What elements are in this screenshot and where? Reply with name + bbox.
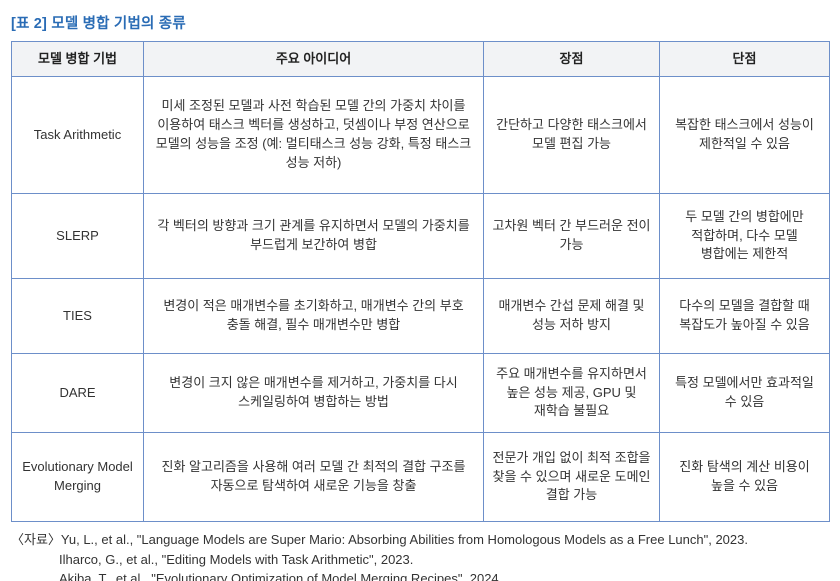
- table-row: DARE 변경이 크지 않은 매개변수를 제거하고, 가중치를 다시 스케일링하…: [11, 353, 830, 433]
- header-cons: 단점: [659, 41, 830, 77]
- cell-pros: 고차원 벡터 간 부드러운 전이 가능: [483, 193, 660, 279]
- cell-cons: 특정 모델에서만 효과적일 수 있음: [659, 353, 830, 433]
- header-pros: 장점: [483, 41, 660, 77]
- cell-technique: DARE: [11, 353, 144, 433]
- source-reference: Yu, L., et al., "Language Models are Sup…: [60, 532, 748, 547]
- cell-pros: 주요 매개변수를 유지하면서 높은 성능 제공, GPU 및 재학습 불필요: [483, 353, 660, 433]
- cell-idea: 진화 알고리즘을 사용해 여러 모델 간 최적의 결합 구조를 자동으로 탐색하…: [143, 432, 484, 522]
- cell-technique: SLERP: [11, 193, 144, 279]
- source-references: 〈자료〉 Yu, L., et al., "Language Models ar…: [11, 530, 829, 581]
- source-reference: Ilharco, G., et al., "Editing Models wit…: [59, 551, 414, 567]
- cell-cons: 진화 탐색의 계산 비용이 높을 수 있음: [659, 432, 830, 522]
- cell-pros: 간단하고 다양한 태스크에서 모델 편집 가능: [483, 76, 660, 194]
- table-row: TIES 변경이 적은 매개변수를 초기화하고, 매개변수 간의 부호 충돌 해…: [11, 278, 830, 354]
- cell-technique: TIES: [11, 278, 144, 354]
- source-reference: Akiba, T., et al., "Evolutionary Optimiz…: [59, 571, 503, 581]
- cell-pros: 매개변수 간섭 문제 해결 및 성능 저하 방지: [483, 278, 660, 354]
- table-caption: [표 2] 모델 병합 기법의 종류: [11, 16, 186, 32]
- header-technique: 모델 병합 기법: [11, 41, 144, 77]
- table-row: SLERP 각 벡터의 방향과 크기 관계를 유지하면서 모델의 가중치를 부드…: [11, 193, 830, 279]
- source-line: 〈자료〉 Yu, L., et al., "Language Models ar…: [11, 530, 829, 550]
- table-row: Evolutionary Model Merging 진화 알고리즘을 사용해 …: [11, 432, 830, 522]
- table-header-row: 모델 병합 기법 주요 아이디어 장점 단점: [11, 41, 830, 77]
- cell-cons: 두 모델 간의 병합에만 적합하며, 다수 모델 병합에는 제한적: [659, 193, 830, 279]
- cell-technique: Task Arithmetic: [11, 76, 144, 194]
- cell-idea: 변경이 적은 매개변수를 초기화하고, 매개변수 간의 부호 충돌 해결, 필수…: [143, 278, 484, 354]
- cell-idea: 각 벡터의 방향과 크기 관계를 유지하면서 모델의 가중치를 부드럽게 보간하…: [143, 193, 484, 279]
- cell-idea: 미세 조정된 모델과 사전 학습된 모델 간의 가중치 차이를 이용하여 태스크…: [143, 76, 484, 194]
- model-merging-table: 모델 병합 기법 주요 아이디어 장점 단점 Task Arithmetic 미…: [11, 41, 830, 522]
- cell-idea: 변경이 크지 않은 매개변수를 제거하고, 가중치를 다시 스케일링하여 병합하…: [143, 353, 484, 433]
- header-idea: 주요 아이디어: [143, 41, 484, 77]
- source-label: 〈자료〉: [11, 532, 61, 547]
- cell-pros: 전문가 개입 없이 최적 조합을 찾을 수 있으며 새로운 도메인 결합 가능: [483, 432, 660, 522]
- cell-cons: 복잡한 태스크에서 성능이 제한적일 수 있음: [659, 76, 830, 194]
- cell-technique: Evolutionary Model Merging: [11, 432, 144, 522]
- table-row: Task Arithmetic 미세 조정된 모델과 사전 학습된 모델 간의 …: [11, 76, 830, 194]
- cell-cons: 다수의 모델을 결합할 때 복잡도가 높아질 수 있음: [659, 278, 830, 354]
